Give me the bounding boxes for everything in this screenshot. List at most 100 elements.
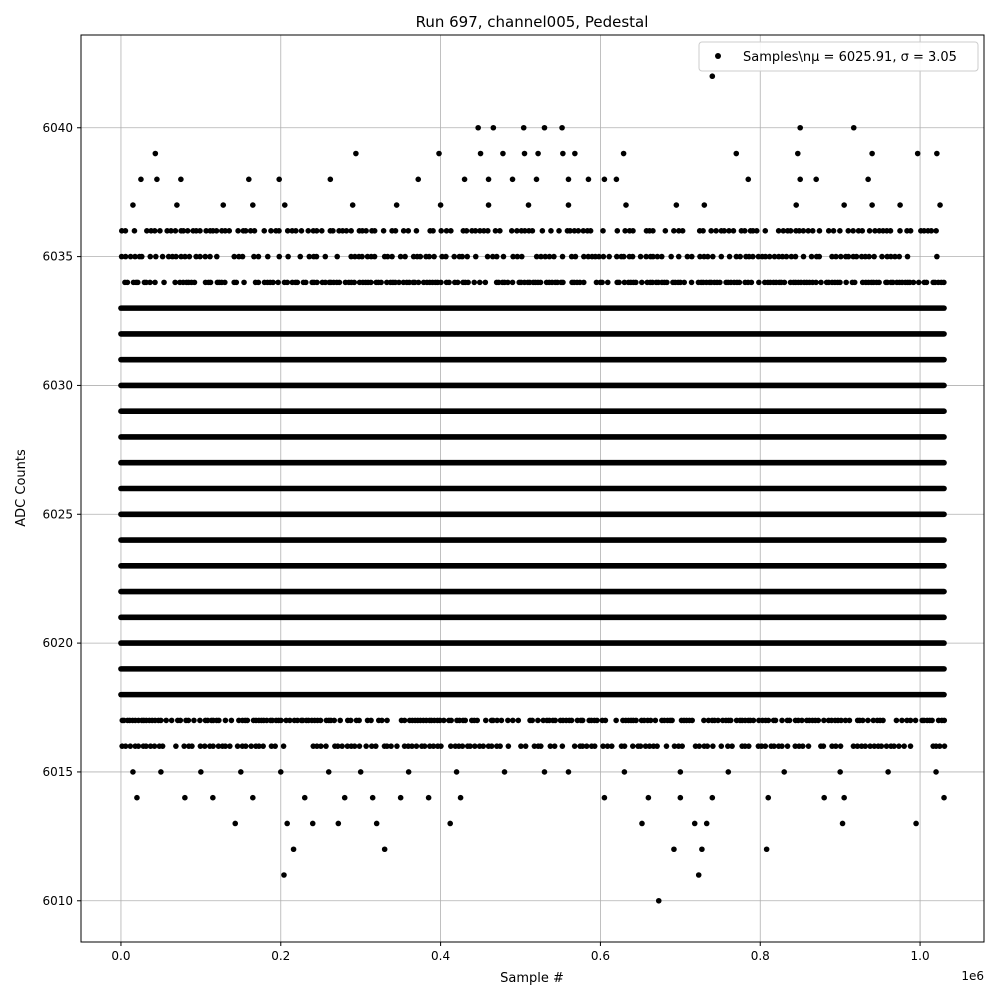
data-point [579, 743, 586, 749]
data-point [159, 743, 166, 749]
data-point [438, 743, 444, 749]
data-point [400, 228, 407, 234]
data-point [733, 253, 740, 260]
data-point [718, 743, 725, 749]
data-point [718, 253, 725, 260]
data-point [161, 279, 167, 286]
data-point [485, 202, 492, 208]
data-point [879, 253, 885, 260]
data-point [608, 743, 615, 749]
data-point [255, 253, 262, 260]
data-point [637, 743, 644, 749]
data-point [494, 717, 500, 724]
data-point [306, 253, 313, 260]
data-point [357, 769, 364, 775]
data-point [327, 176, 334, 183]
data-point [679, 743, 685, 749]
data-point [907, 228, 914, 234]
data-point [571, 743, 578, 749]
data-point [147, 743, 154, 749]
data-point [797, 176, 804, 183]
data-point [168, 717, 175, 724]
data-point [143, 743, 149, 749]
data-point [933, 769, 939, 775]
data-point [941, 743, 948, 749]
data-point [896, 743, 902, 749]
data-point [127, 253, 134, 260]
data-point [226, 228, 233, 234]
data-point [821, 717, 827, 724]
data-point [461, 176, 468, 183]
data-point [870, 717, 877, 724]
data-point [163, 717, 170, 724]
data-point [231, 253, 238, 260]
data-point [681, 279, 688, 286]
data-point [490, 717, 496, 724]
data-point [174, 202, 180, 208]
legend-marker [715, 53, 721, 59]
data-point [477, 150, 484, 157]
data-point [293, 228, 299, 234]
data-point [261, 228, 268, 234]
data-point [851, 279, 858, 286]
data-point [401, 717, 408, 724]
data-point [867, 743, 873, 749]
data-point [197, 228, 203, 234]
x-axis-label: Sample # [500, 971, 564, 986]
data-point [842, 717, 849, 724]
data-point [762, 743, 769, 749]
data-point [415, 279, 422, 286]
data-point [850, 743, 857, 749]
data-point [701, 202, 708, 208]
data-point [671, 846, 677, 853]
data-point [122, 743, 129, 749]
data-point [837, 228, 843, 234]
data-point [272, 743, 278, 749]
data-point [396, 279, 402, 286]
data-point [157, 228, 163, 234]
data-point [325, 769, 332, 775]
data-point [552, 717, 558, 724]
data-point [639, 279, 645, 286]
data-point [809, 228, 816, 234]
data-point [242, 228, 249, 234]
data-point [222, 228, 228, 234]
data-point [238, 769, 244, 775]
data-point [334, 253, 341, 260]
data-point [629, 253, 636, 260]
data-point [600, 228, 606, 234]
data-point [538, 743, 544, 749]
data-point [373, 820, 380, 827]
data-point [153, 253, 159, 260]
data-point [813, 279, 819, 286]
data-point [344, 743, 351, 749]
data-point [186, 253, 193, 260]
data-points [118, 73, 948, 904]
data-point [799, 717, 805, 724]
data-point [713, 228, 719, 234]
data-point [669, 717, 675, 724]
data-point [762, 253, 769, 260]
data-point [891, 743, 897, 749]
data-point [228, 717, 235, 724]
data-point [542, 253, 549, 260]
data-point [276, 176, 282, 183]
data-point [620, 150, 627, 157]
data-point [655, 897, 662, 904]
data-point [459, 743, 466, 749]
data-point [498, 717, 505, 724]
data-point [630, 228, 636, 234]
data-point [335, 820, 342, 827]
data-point [294, 717, 301, 724]
data-point [130, 202, 136, 208]
data-point [207, 279, 214, 286]
data-point [837, 253, 844, 260]
data-point [928, 228, 935, 234]
data-point [152, 150, 159, 157]
data-point [497, 743, 503, 749]
data-point [539, 228, 546, 234]
data-point [616, 279, 622, 286]
data-point [652, 717, 659, 724]
data-point [334, 743, 341, 749]
